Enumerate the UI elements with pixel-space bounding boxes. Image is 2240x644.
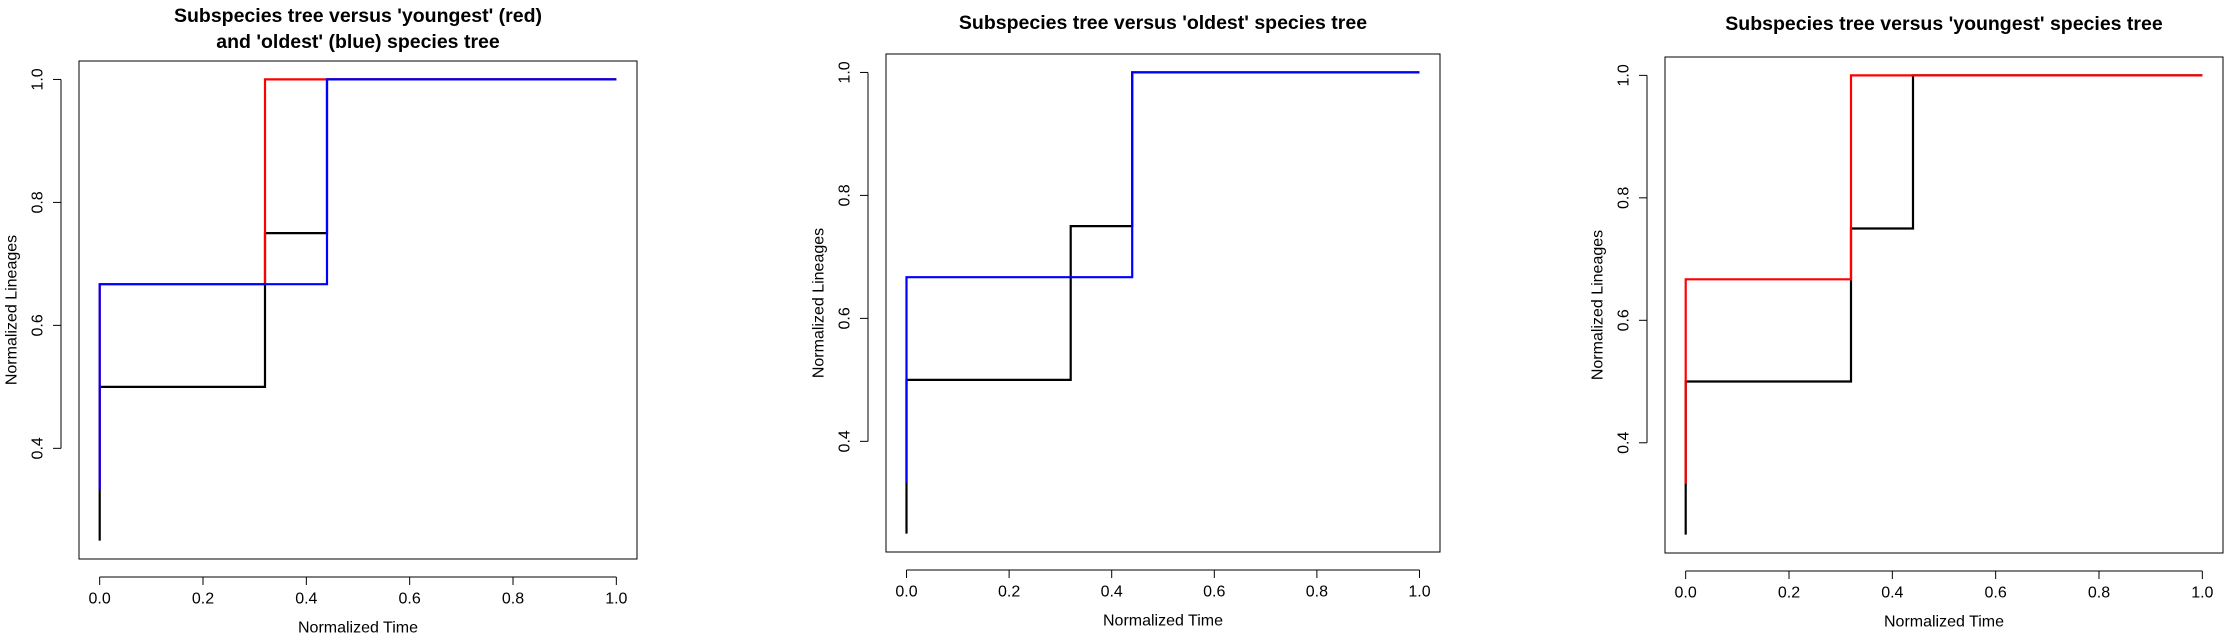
y-tick-label: 0.4 (30, 437, 47, 459)
y-axis-label: Normalized Lineages (4, 235, 21, 385)
y-axis-label: Normalized Lineages (1590, 230, 1607, 380)
series-line-1 (905, 71, 1420, 534)
y-tick-label: 0.8 (1616, 187, 1633, 209)
series-line-2 (1684, 74, 2203, 484)
y-tick-label: 0.6 (30, 314, 47, 336)
x-tick-label: 0.6 (399, 591, 421, 608)
y-tick-label: 0.8 (837, 184, 854, 206)
y-axis-label: Normalized Lineages (811, 228, 828, 378)
chart-title: Subspecies tree versus 'oldest' species … (959, 12, 1367, 34)
x-tick-label: 1.0 (1408, 584, 1430, 601)
plot-frame (1664, 56, 2224, 554)
y-tick-label: 1.0 (30, 68, 47, 90)
chart-title: Subspecies tree versus 'youngest' specie… (1725, 13, 2163, 35)
x-tick-label: 0.8 (1306, 584, 1328, 601)
chart-title: and 'oldest' (blue) species tree (216, 31, 500, 53)
x-tick-label: 1.0 (2191, 585, 2213, 602)
chart-1: Subspecies tree versus 'youngest' (red) a… (4, 5, 638, 637)
y-tick-label: 1.0 (837, 61, 854, 83)
y-tick-label: 0.8 (30, 191, 47, 213)
x-tick-label: 0.6 (1985, 585, 2007, 602)
x-tick-label: 0.8 (2088, 585, 2110, 602)
x-tick-label: 0.8 (502, 591, 524, 608)
series-line-1 (1684, 74, 2203, 535)
x-tick-label: 0.0 (89, 591, 111, 608)
series-line-1 (98, 78, 617, 541)
plot-frame (78, 60, 638, 560)
x-tick-label: 0.0 (895, 584, 917, 601)
x-tick-label: 0.4 (295, 591, 317, 608)
x-axis-label: Normalized Time (1884, 614, 2004, 631)
chart-title: Subspecies tree versus 'youngest' (red) (174, 5, 542, 27)
plot-frame (885, 53, 1441, 553)
chart-3: Subspecies tree versus 'youngest' specie… (1590, 13, 2224, 631)
x-axis-label: Normalized Time (298, 620, 418, 637)
x-axis-label: Normalized Time (1103, 613, 1223, 630)
x-tick-label: 0.4 (1101, 584, 1123, 601)
x-tick-label: 0.0 (1675, 585, 1697, 602)
chart-2: Subspecies tree versus 'oldest' species … (811, 12, 1441, 630)
x-tick-label: 0.6 (1203, 584, 1225, 601)
y-tick-label: 0.6 (1616, 309, 1633, 331)
series-line-2 (905, 71, 1420, 483)
y-tick-label: 1.0 (1616, 64, 1633, 86)
series-line-3 (98, 78, 617, 490)
x-tick-label: 0.2 (192, 591, 214, 608)
x-tick-label: 0.2 (1778, 585, 1800, 602)
x-tick-label: 1.0 (605, 591, 627, 608)
x-tick-label: 0.4 (1881, 585, 1903, 602)
y-tick-label: 0.4 (837, 430, 854, 452)
y-tick-label: 0.6 (837, 307, 854, 329)
x-tick-label: 0.2 (998, 584, 1020, 601)
y-tick-label: 0.4 (1616, 432, 1633, 454)
